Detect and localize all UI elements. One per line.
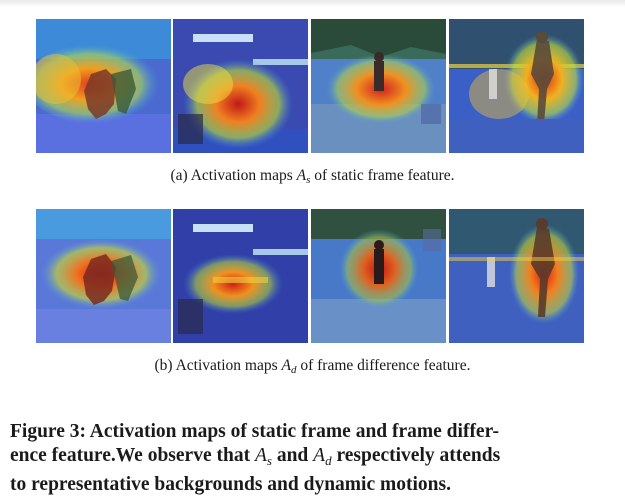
activation-row-difference xyxy=(36,209,584,343)
subcaption-a: (a) Activation maps As of static frame f… xyxy=(170,167,455,186)
figure-caption-line-1: Figure 3: Activation maps of static fram… xyxy=(10,421,500,442)
activation-row-static xyxy=(36,19,584,153)
activation-image-gym xyxy=(173,19,308,153)
activation-image-baseball xyxy=(449,19,584,153)
activation-image-skating xyxy=(36,209,171,343)
figure-caption: Figure 3: Activation maps of static fram… xyxy=(10,420,615,497)
activation-image-tennis xyxy=(311,19,446,153)
top-edge xyxy=(0,0,625,7)
activation-image-tennis xyxy=(311,209,446,343)
subcaption-b: (b) Activation maps Ad of frame differen… xyxy=(154,357,471,376)
activation-image-skating xyxy=(36,19,171,153)
figure-caption-line-2: ence feature.We observe that As and Ad r… xyxy=(10,445,501,468)
activation-image-gym xyxy=(173,209,308,343)
figure-caption-line-3: to representative backgrounds and dynami… xyxy=(10,474,451,495)
activation-image-baseball xyxy=(449,209,584,343)
